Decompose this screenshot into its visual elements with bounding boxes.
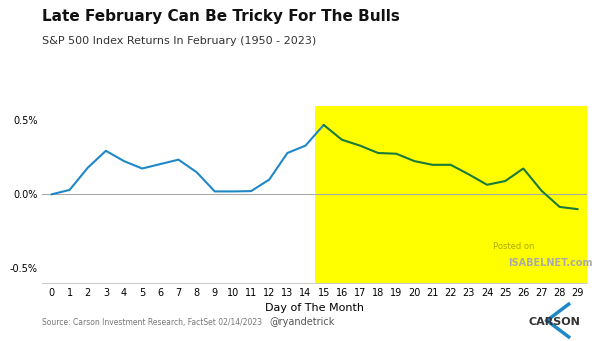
Text: CARSON: CARSON (529, 317, 581, 327)
Text: Source: Carson Investment Research, FactSet 02/14/2023: Source: Carson Investment Research, Fact… (42, 318, 263, 327)
Text: S&P 500 Index Returns In February (1950 - 2023): S&P 500 Index Returns In February (1950 … (42, 36, 316, 46)
Bar (315, 106, 587, 283)
Text: Posted on: Posted on (493, 242, 534, 251)
Text: @ryandetrick: @ryandetrick (270, 317, 335, 327)
Text: ISABELNET.com: ISABELNET.com (508, 258, 593, 268)
Text: Late February Can Be Tricky For The Bulls: Late February Can Be Tricky For The Bull… (42, 9, 401, 24)
X-axis label: Day of The Month: Day of The Month (265, 303, 364, 313)
